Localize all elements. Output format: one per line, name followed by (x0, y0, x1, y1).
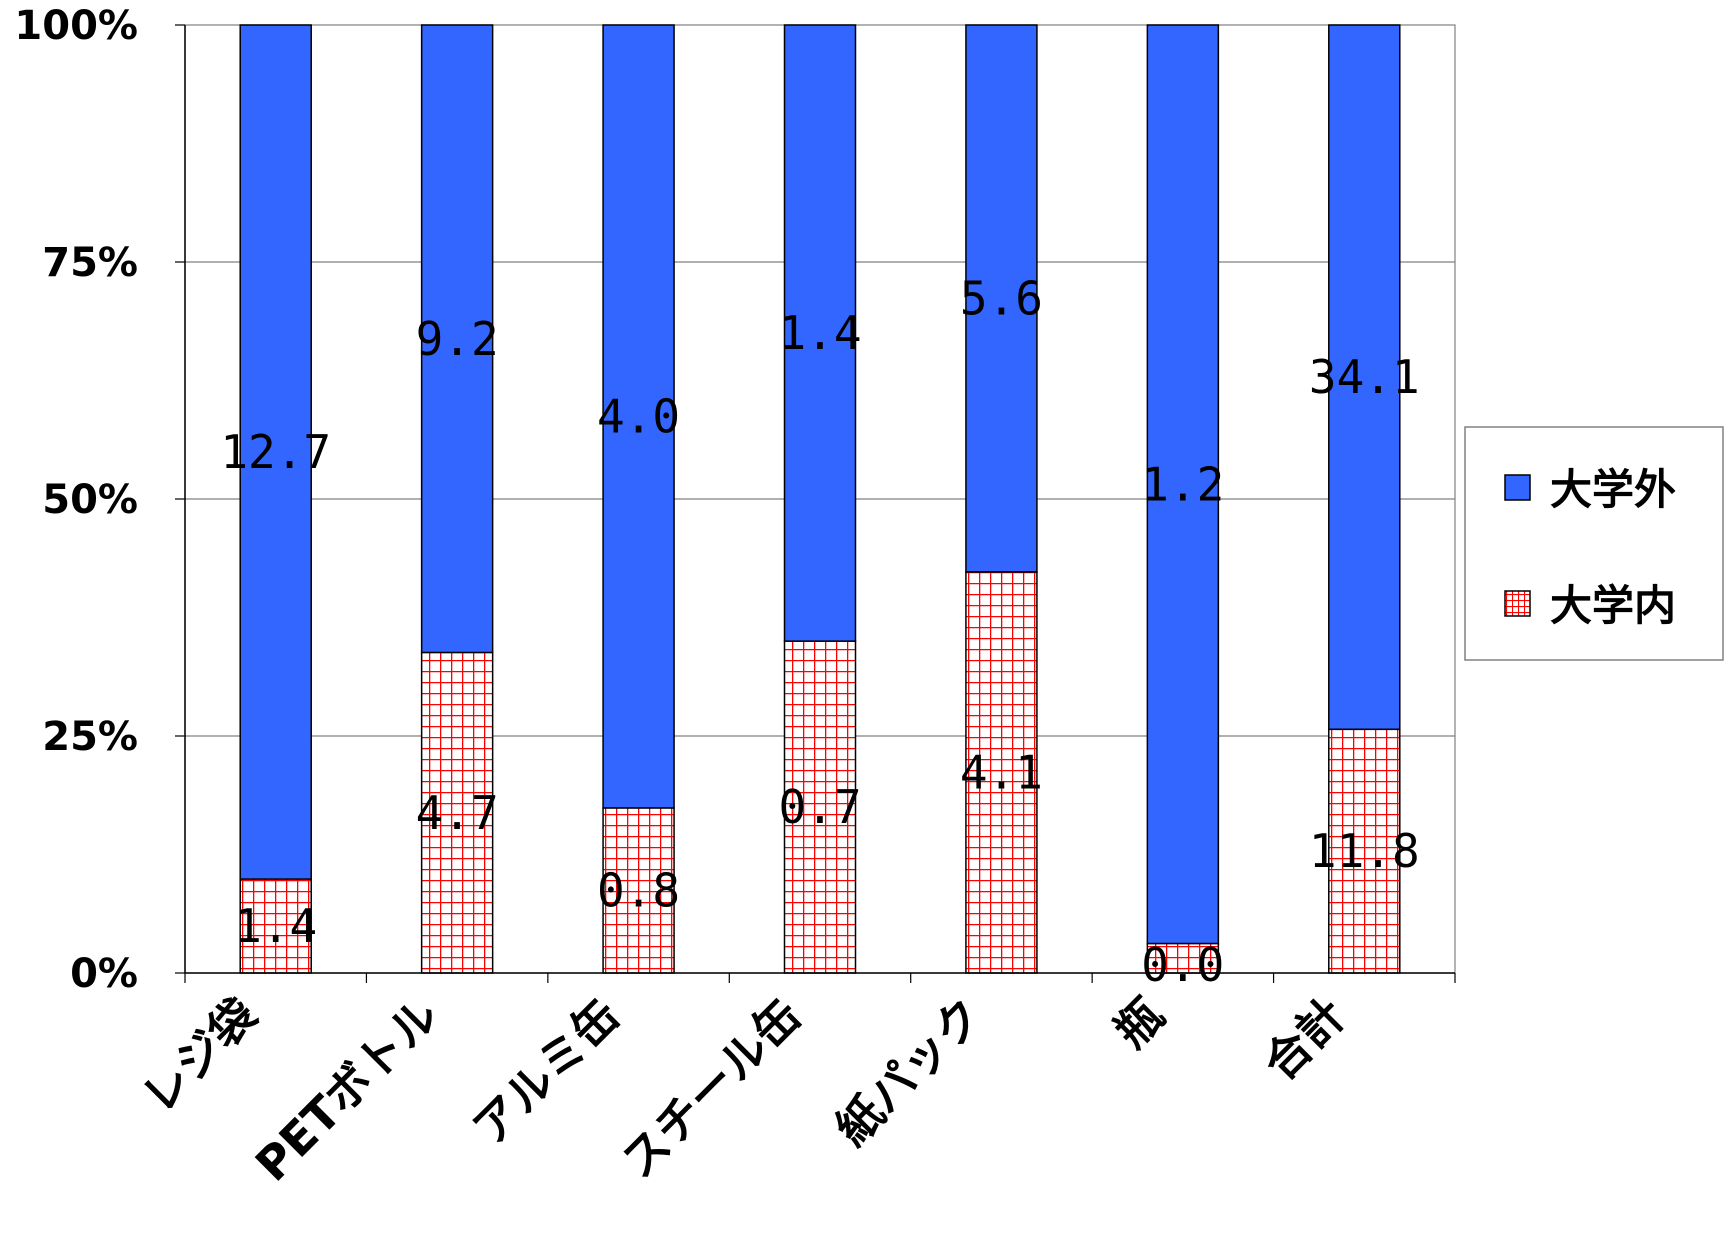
legend-box (1464, 426, 1724, 661)
data-label-inside: 0.8 (597, 864, 680, 918)
x-tick-label: スチール缶 (611, 988, 812, 1189)
x-tick-label: 瓶 (1104, 988, 1175, 1059)
x-tick-label: レジ袋 (132, 988, 268, 1124)
bar-segment-outside (420, 24, 494, 654)
bar-segment-inside (239, 878, 312, 974)
data-label-inside: 0.7 (778, 780, 861, 834)
bar-segment-outside (783, 24, 857, 642)
data-label-inside: 4.1 (960, 745, 1043, 799)
data-label-inside: 0.0 (1141, 938, 1224, 992)
y-tick-label: 100% (14, 3, 138, 49)
bar-segment-outside (1146, 24, 1220, 945)
bar-segment-outside (239, 24, 312, 880)
legend-label: 大学内 (1550, 581, 1676, 630)
data-label-outside: 1.4 (778, 306, 861, 360)
data-label-outside: 12.7 (220, 425, 331, 479)
bar-segment-inside (783, 640, 857, 974)
x-tick-label: アルミ缶 (462, 988, 630, 1156)
x-tick-label: 紙パック (825, 988, 993, 1156)
data-label-inside: 11.8 (1309, 824, 1420, 878)
y-tick-label: 0% (70, 951, 138, 997)
x-tick-label: PETボトル (245, 988, 449, 1192)
legend-swatch (1504, 590, 1531, 617)
y-tick-label: 50% (42, 477, 138, 523)
data-label-outside: 4.0 (597, 390, 680, 444)
bar-segment-outside (1328, 24, 1401, 731)
data-label-outside: 34.1 (1309, 350, 1420, 404)
legend-swatch (1504, 474, 1531, 501)
y-tick-label: 25% (42, 714, 138, 760)
y-tick-label: 75% (42, 240, 138, 286)
bar-segment-inside (602, 807, 675, 974)
bars (239, 24, 1401, 974)
x-tick-label: 合計 (1253, 988, 1356, 1091)
bar-segment-inside (1328, 728, 1401, 974)
bar-segment-inside (1146, 942, 1220, 974)
legend-label: 大学外 (1550, 465, 1676, 514)
data-label-outside: 1.2 (1141, 457, 1224, 511)
data-labels: 12.7 1.4 9.2 4.7 4.0 0.8 1.4 0.7 5.6 4.1 1.2 0.0 34.… (220, 271, 1419, 992)
data-label-inside: 4.7 (416, 786, 499, 840)
bar-segment-outside (965, 24, 1038, 573)
data-label-outside: 5.6 (960, 271, 1043, 325)
data-label-outside: 9.2 (416, 312, 499, 366)
data-label-inside: 1.4 (234, 899, 317, 953)
